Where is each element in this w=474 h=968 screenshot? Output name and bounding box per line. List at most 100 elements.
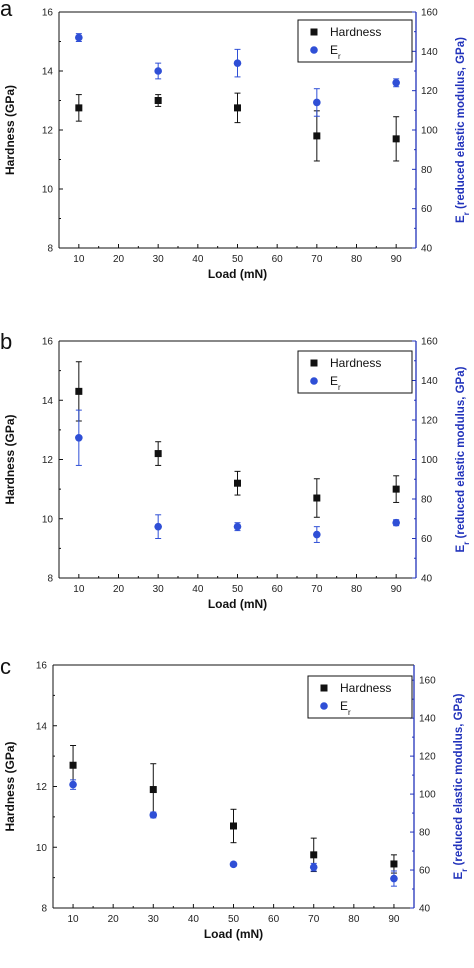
x-tick-label: 10 [67, 914, 79, 925]
right-y-tick-label: 120 [421, 86, 438, 97]
left-y-tick-label: 14 [42, 396, 54, 407]
left-y-tick-label: 10 [42, 185, 54, 196]
hardness-point [310, 851, 318, 859]
x-axis-title: Load (mN) [204, 927, 263, 941]
right-y-tick-label: 80 [421, 165, 433, 176]
x-tick-label: 90 [391, 584, 403, 595]
right-y-tick-label: 40 [421, 244, 433, 255]
right-y-tick-label: 160 [421, 337, 438, 348]
right-y-tick-label: 80 [421, 495, 433, 506]
modulus-point [233, 522, 242, 531]
left-y-tick-label: 16 [42, 337, 54, 348]
legend-label: Hardness [330, 356, 381, 370]
panel-letter: c [0, 654, 11, 679]
x-tick-label: 70 [308, 914, 320, 925]
x-tick-label: 90 [391, 254, 403, 265]
right-y-tick-label: 100 [419, 790, 436, 801]
modulus-point [313, 530, 321, 539]
right-y-tick-label: 40 [421, 574, 433, 585]
x-tick-label: 30 [153, 254, 165, 265]
legend-box [297, 350, 413, 394]
x-axis-title: Load (mN) [208, 267, 267, 281]
hardness-point [230, 822, 237, 830]
legend-marker-hardness [320, 684, 328, 692]
left-y-tick-label: 10 [42, 514, 54, 525]
legend-label: Hardness [340, 681, 391, 695]
hardness-point [154, 97, 162, 104]
hardness-point [69, 761, 77, 769]
left-y-axis-title: Hardness (GPa) [3, 414, 17, 504]
modulus-point [233, 59, 242, 67]
right-y-tick-label: 140 [421, 47, 438, 58]
right-y-tick-label: 60 [421, 204, 433, 215]
hardness-point [313, 494, 321, 502]
modulus-point [309, 863, 318, 871]
left-y-tick-label: 16 [36, 661, 48, 672]
legend-box [307, 675, 413, 719]
left-y-tick-label: 12 [42, 455, 54, 466]
x-axis-title: Load (mN) [208, 597, 267, 611]
panel-c: c 10 20 30 40 50 60 70 80 90 8 10 12 14 16 40 60 80 100 120… [0, 654, 469, 941]
left-y-tick-label: 12 [36, 782, 48, 793]
legend-label: Er [340, 699, 351, 717]
x-tick-label: 70 [311, 254, 323, 265]
hardness-point [313, 132, 321, 140]
modulus-point [392, 518, 400, 527]
modulus-point [154, 522, 162, 531]
modulus-point [390, 874, 398, 883]
legend-marker-modulus [310, 377, 318, 385]
legend-label: Hardness [330, 25, 381, 39]
right-y-tick-label: 40 [419, 904, 431, 915]
hardness-point [234, 104, 241, 112]
x-tick-label: 10 [73, 584, 85, 595]
right-y-tick-label: 160 [419, 676, 436, 687]
right-y-tick-label: 160 [421, 8, 438, 19]
left-y-axis-title: Hardness (GPa) [3, 85, 17, 175]
legend: Hardness Er [297, 19, 413, 63]
legend: Hardness Er [297, 350, 413, 394]
legend-marker-hardness [310, 359, 318, 367]
hardness-point [75, 104, 83, 112]
x-tick-label: 30 [148, 914, 160, 925]
x-tick-label: 40 [192, 254, 204, 265]
x-tick-label: 60 [272, 584, 284, 595]
x-tick-label: 50 [232, 254, 244, 265]
x-tick-label: 20 [108, 914, 120, 925]
modulus-point [75, 33, 83, 42]
modulus-point [229, 860, 238, 869]
panel-b: b 10 20 30 40 50 60 70 80 90 8 10 12 14 16 40 60 80 100 120… [0, 329, 471, 611]
right-y-axis-title: Er (reduced elastic modulus, GPa) [453, 693, 469, 879]
x-tick-label: 40 [188, 914, 200, 925]
right-y-tick-label: 60 [419, 866, 431, 877]
x-tick-label: 80 [348, 914, 360, 925]
hardness-point [154, 450, 162, 458]
left-y-tick-label: 12 [42, 126, 54, 137]
x-tick-label: 10 [73, 254, 85, 265]
modulus-point [149, 811, 158, 819]
legend: Hardness Er [307, 675, 413, 719]
left-y-tick-label: 16 [42, 8, 54, 19]
right-y-tick-label: 120 [419, 752, 436, 763]
right-y-tick-label: 80 [419, 828, 431, 839]
modulus-point [392, 79, 400, 87]
left-y-axis-title: Hardness (GPa) [3, 741, 17, 831]
x-tick-label: 60 [272, 254, 284, 265]
right-y-tick-label: 100 [421, 126, 438, 137]
right-y-tick-label: 60 [421, 534, 433, 545]
panel-a: a 10 20 30 40 50 60 70 80 90 8 10 12 14 16 40 60 80 100 120… [0, 0, 471, 281]
x-tick-label: 20 [113, 254, 125, 265]
hardness-point [390, 860, 398, 868]
x-tick-label: 60 [268, 914, 280, 925]
right-y-axis-title: Er (reduced elastic modulus, GPa) [455, 366, 471, 552]
x-tick-label: 30 [153, 584, 165, 595]
left-y-tick-label: 8 [41, 904, 47, 915]
x-tick-label: 20 [113, 584, 125, 595]
right-y-tick-label: 140 [421, 376, 438, 387]
legend-marker-hardness [310, 28, 318, 36]
modulus-point [75, 433, 83, 442]
x-tick-label: 40 [192, 584, 204, 595]
x-tick-label: 80 [351, 584, 363, 595]
left-y-tick-label: 14 [42, 67, 54, 78]
hardness-point [149, 786, 157, 794]
